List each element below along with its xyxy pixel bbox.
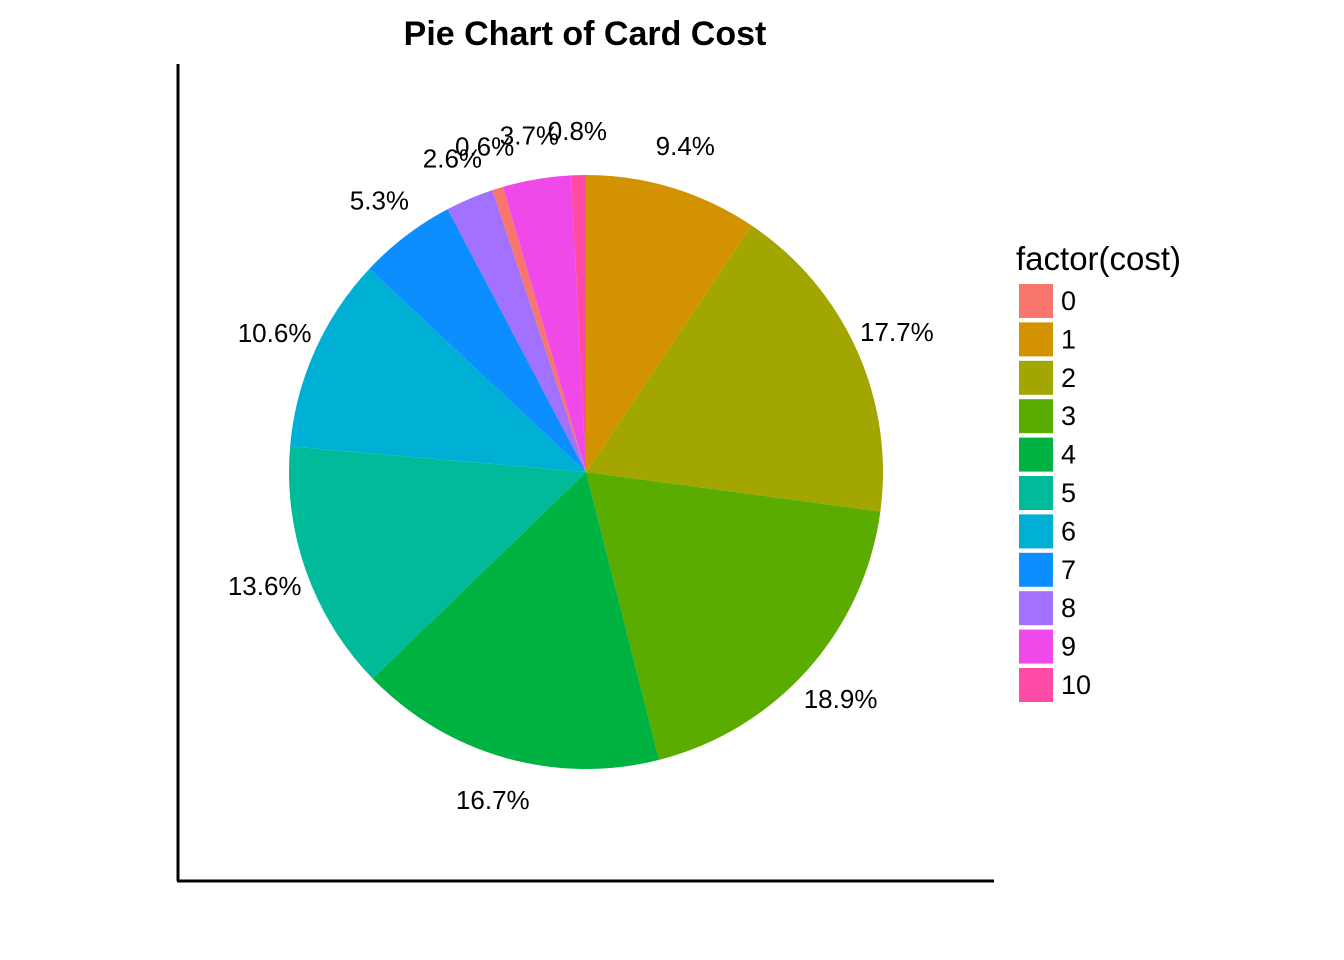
legend-key-7 (1019, 552, 1053, 587)
pie-slice-4 (372, 472, 660, 770)
pie-slice-labels: 9.4% 17.7% 18.9% 16.7% 13.6% 10.6% 5.3% 2.6%0.6… (228, 116, 934, 815)
legend-label-9: 9 (1061, 632, 1076, 662)
legend-label-8: 8 (1061, 593, 1076, 623)
legend-label-7: 7 (1061, 555, 1076, 585)
pie-slice-3 (586, 472, 881, 760)
legend-key-6 (1019, 514, 1053, 549)
pie-slice-9 (503, 175, 586, 472)
legend-key-10 (1019, 668, 1053, 702)
chart-title: Pie Chart of Card Cost (404, 15, 767, 53)
legend-key-9 (1019, 629, 1053, 664)
pie-slice-5 (288, 446, 586, 679)
legend-key-1 (1019, 322, 1053, 357)
legend-label-5: 5 (1061, 478, 1076, 508)
pie-slice-0 (492, 186, 586, 472)
legend-key-8 (1019, 591, 1053, 626)
legend-label-0: 0 (1061, 286, 1076, 316)
pie-slice-2 (586, 225, 883, 512)
legend: factor(cost) 0 1 2 3 4 5 6 7 8 9 10 (1016, 240, 1181, 702)
slice-label-0: 0.6% (455, 131, 514, 161)
slice-label-9: 3.7% (500, 121, 559, 151)
legend-items: 0 1 2 3 4 5 6 7 8 9 10 (1019, 284, 1091, 702)
slice-label-5: 13.6% (228, 571, 302, 601)
legend-label-4: 4 (1061, 440, 1076, 470)
pie-slice-7 (369, 209, 586, 472)
pie-slice-8 (447, 190, 586, 472)
legend-key-0 (1019, 284, 1053, 318)
legend-label-6: 6 (1061, 516, 1076, 546)
legend-label-2: 2 (1061, 363, 1076, 393)
legend-label-3: 3 (1061, 401, 1076, 431)
slice-label-7: 5.3% (350, 186, 409, 216)
slice-label-2: 17.7% (860, 317, 934, 347)
pie-slice-1 (586, 175, 752, 472)
pie-slice-6 (290, 268, 586, 472)
pie-slice-10 (571, 175, 586, 472)
legend-label-10: 10 (1061, 670, 1091, 700)
pie-slices (288, 175, 883, 770)
legend-key-5 (1019, 476, 1053, 510)
slice-label-4: 16.7% (456, 785, 530, 815)
slice-label-3: 18.9% (804, 684, 878, 714)
slice-label-1: 9.4% (656, 131, 715, 161)
slice-label-8: 2.6% (423, 143, 482, 173)
slice-label-10: 0.8% (548, 116, 607, 146)
slice-label-6: 10.6% (238, 318, 312, 348)
legend-key-3 (1019, 399, 1053, 434)
legend-label-1: 1 (1061, 324, 1076, 354)
legend-title: factor(cost) (1016, 240, 1181, 277)
legend-key-4 (1019, 437, 1053, 472)
legend-key-2 (1019, 360, 1053, 395)
